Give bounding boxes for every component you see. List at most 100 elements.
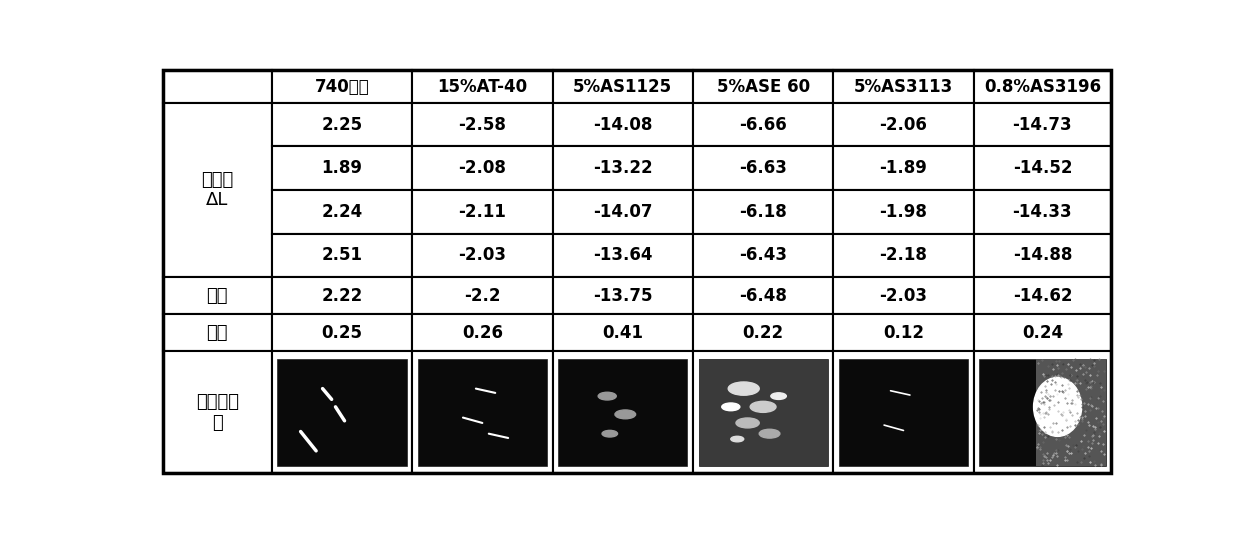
Bar xyxy=(162,70,272,103)
Text: 2.24: 2.24 xyxy=(321,203,362,221)
Bar xyxy=(553,351,693,473)
Bar xyxy=(693,103,833,146)
Bar xyxy=(973,233,1111,277)
Text: -13.75: -13.75 xyxy=(593,287,652,305)
Bar xyxy=(412,146,553,190)
Text: -13.64: -13.64 xyxy=(593,246,652,264)
Circle shape xyxy=(728,382,759,395)
Bar xyxy=(412,277,553,314)
Text: 耗水白图
片: 耗水白图 片 xyxy=(196,393,239,431)
Circle shape xyxy=(603,430,618,437)
Bar xyxy=(833,351,973,473)
Bar xyxy=(693,277,833,314)
Bar xyxy=(1037,358,1106,466)
Bar xyxy=(162,351,272,473)
Bar xyxy=(272,351,412,473)
Text: -6.18: -6.18 xyxy=(739,203,787,221)
Circle shape xyxy=(730,436,744,442)
Text: -6.48: -6.48 xyxy=(739,287,787,305)
Text: 15%AT-40: 15%AT-40 xyxy=(438,77,527,96)
Text: 5%AS3113: 5%AS3113 xyxy=(854,77,954,96)
Text: 2.22: 2.22 xyxy=(321,287,362,305)
Bar xyxy=(833,233,973,277)
Bar xyxy=(833,103,973,146)
Bar xyxy=(973,277,1111,314)
Bar xyxy=(272,277,412,314)
Bar xyxy=(272,70,412,103)
Bar xyxy=(833,190,973,233)
Bar xyxy=(272,103,412,146)
Circle shape xyxy=(722,403,740,411)
Bar xyxy=(278,358,407,466)
Bar xyxy=(973,190,1111,233)
Circle shape xyxy=(615,410,636,419)
Text: -14.52: -14.52 xyxy=(1013,159,1073,177)
Bar xyxy=(693,314,833,351)
Bar xyxy=(418,358,547,466)
Bar xyxy=(553,103,693,146)
Text: -2.08: -2.08 xyxy=(459,159,506,177)
Text: 0.25: 0.25 xyxy=(321,324,362,342)
Text: 0.24: 0.24 xyxy=(1022,324,1063,342)
Circle shape xyxy=(771,393,786,399)
Bar xyxy=(693,190,833,233)
Text: 2.25: 2.25 xyxy=(321,116,362,134)
Bar xyxy=(162,103,272,277)
Bar xyxy=(693,233,833,277)
Text: 偏差: 偏差 xyxy=(207,324,228,342)
Bar xyxy=(973,70,1111,103)
Bar xyxy=(272,314,412,351)
Bar xyxy=(833,70,973,103)
Bar xyxy=(698,358,827,466)
Bar xyxy=(272,233,412,277)
Bar xyxy=(412,314,553,351)
Text: -2.58: -2.58 xyxy=(459,116,506,134)
Text: 2.51: 2.51 xyxy=(321,246,362,264)
Text: -14.07: -14.07 xyxy=(593,203,652,221)
Bar xyxy=(162,277,272,314)
Text: -6.43: -6.43 xyxy=(739,246,787,264)
Bar xyxy=(973,314,1111,351)
Text: -14.62: -14.62 xyxy=(1013,287,1073,305)
Text: -13.22: -13.22 xyxy=(593,159,652,177)
Bar xyxy=(412,351,553,473)
Text: 明度差
ΔL: 明度差 ΔL xyxy=(201,171,233,209)
Text: -2.06: -2.06 xyxy=(879,116,928,134)
Circle shape xyxy=(750,402,776,412)
Text: -14.73: -14.73 xyxy=(1013,116,1073,134)
Bar xyxy=(839,358,968,466)
Bar xyxy=(272,146,412,190)
Bar xyxy=(973,146,1111,190)
Bar xyxy=(558,358,687,466)
Circle shape xyxy=(737,418,759,428)
Bar xyxy=(833,146,973,190)
Bar xyxy=(553,314,693,351)
Text: 0.12: 0.12 xyxy=(883,324,924,342)
Bar xyxy=(553,277,693,314)
Bar xyxy=(833,277,973,314)
Bar xyxy=(412,70,553,103)
Text: -2.2: -2.2 xyxy=(464,287,501,305)
Text: 0.26: 0.26 xyxy=(461,324,503,342)
Text: 均値: 均値 xyxy=(207,287,228,305)
Bar xyxy=(973,351,1111,473)
Bar xyxy=(553,233,693,277)
Bar xyxy=(272,190,412,233)
Text: -14.08: -14.08 xyxy=(593,116,652,134)
Text: 5%AS1125: 5%AS1125 xyxy=(573,77,672,96)
Text: 5%ASE 60: 5%ASE 60 xyxy=(717,77,810,96)
Ellipse shape xyxy=(1034,378,1081,436)
Bar xyxy=(412,103,553,146)
Text: -2.03: -2.03 xyxy=(879,287,928,305)
Bar xyxy=(162,314,272,351)
Bar xyxy=(833,314,973,351)
Bar xyxy=(980,358,1106,466)
Bar xyxy=(693,351,833,473)
Text: 740空白: 740空白 xyxy=(315,77,370,96)
Text: 0.22: 0.22 xyxy=(743,324,784,342)
Bar xyxy=(553,146,693,190)
Bar xyxy=(412,190,553,233)
Bar xyxy=(698,358,827,466)
Bar xyxy=(412,233,553,277)
Text: -2.11: -2.11 xyxy=(459,203,506,221)
